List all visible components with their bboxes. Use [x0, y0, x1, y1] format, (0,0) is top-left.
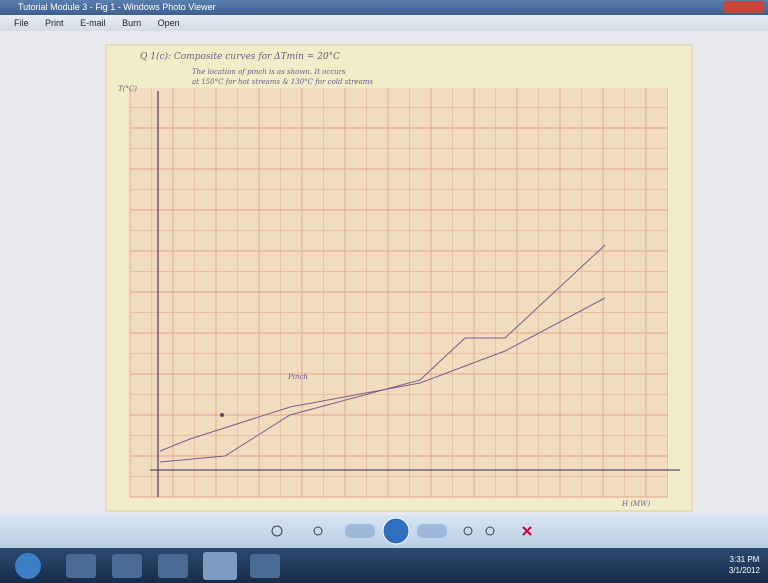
- menu-item[interactable]: Burn: [122, 18, 141, 28]
- photo-viewer-window: Tutorial Module 3 - Fig 1 - Windows Phot…: [0, 0, 768, 583]
- slideshow-button[interactable]: [383, 518, 409, 544]
- close-button[interactable]: [724, 1, 764, 13]
- window-title: Tutorial Module 3 - Fig 1 - Windows Phot…: [18, 2, 216, 12]
- viewer-toolbar: [0, 515, 768, 548]
- time: 3:31 PM: [729, 554, 760, 565]
- clock: 3:31 PM 3/1/2012: [729, 554, 760, 576]
- menu-bar: File Print E-mail Burn Open: [0, 15, 768, 31]
- next-button[interactable]: [417, 524, 447, 538]
- rotate-right-button[interactable]: [486, 527, 494, 535]
- previous-button[interactable]: [345, 524, 375, 538]
- pinch-dot: [220, 413, 224, 417]
- menu-item[interactable]: File: [14, 18, 29, 28]
- photo-viewer-icon[interactable]: [203, 552, 237, 580]
- pinch-annotation: Pinch: [287, 373, 308, 381]
- photo: Q 1(c): Composite curves for ΔTmin = 20°…: [0, 31, 768, 515]
- menu-item[interactable]: E-mail: [80, 18, 106, 28]
- fit-button[interactable]: [314, 527, 322, 535]
- menu-item[interactable]: Print: [45, 18, 64, 28]
- zoom-button[interactable]: [272, 526, 282, 536]
- start-button[interactable]: [15, 553, 41, 579]
- delete-button[interactable]: [523, 527, 531, 535]
- explorer-icon[interactable]: [66, 554, 96, 578]
- note-line: at 150°C for hot streams & 130°C for col…: [192, 78, 373, 86]
- app-icon[interactable]: [250, 554, 280, 578]
- x-axis-label: H (MW): [621, 500, 650, 508]
- image-area: Q 1(c): Composite curves for ΔTmin = 20°…: [0, 31, 768, 515]
- ie-icon[interactable]: [112, 554, 142, 578]
- menu-item[interactable]: Open: [158, 18, 180, 28]
- media-icon[interactable]: [158, 554, 188, 578]
- heading: Q 1(c): Composite curves for ΔTmin = 20°…: [140, 51, 340, 62]
- taskbar: 3:31 PM 3/1/2012: [0, 548, 768, 583]
- note-line: The location of pinch is as shown. It oc…: [192, 68, 346, 76]
- taskbar-icons: [0, 548, 768, 583]
- y-axis-label: T(°C): [118, 85, 137, 93]
- date: 3/1/2012: [729, 565, 760, 576]
- rotate-left-button[interactable]: [464, 527, 472, 535]
- toolbar-icons: [0, 515, 768, 548]
- title-bar: Tutorial Module 3 - Fig 1 - Windows Phot…: [0, 0, 768, 15]
